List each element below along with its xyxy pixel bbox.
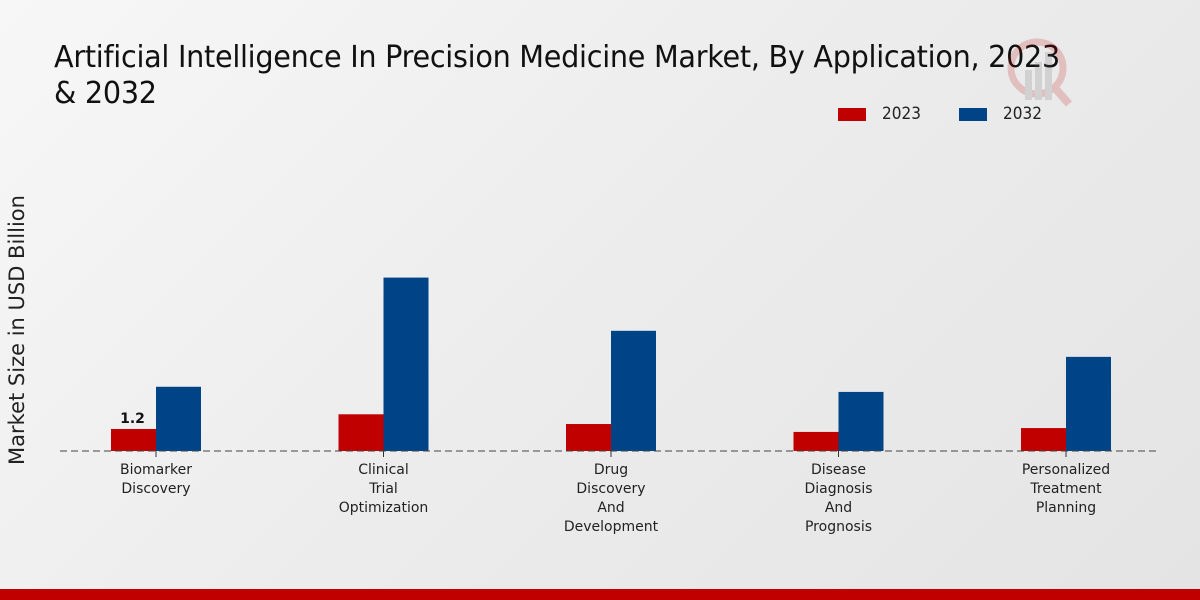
legend-swatch-2023 [838, 107, 866, 121]
legend-swatch-2032 [959, 107, 988, 121]
chart-title-line-1: Artificial Intelligence In Precision Med… [54, 40, 1060, 75]
legend-label-2032: 2032 [1003, 104, 1043, 124]
x-tick-label-0: Biomarker Discovery [120, 462, 192, 497]
bar-2032-4 [1066, 356, 1111, 451]
x-tick-label-3: Disease Diagnosis And Prognosis [804, 462, 872, 535]
bar-2032-3 [838, 391, 884, 451]
x-tick-label-1: Clinical Trial Optimization [339, 462, 429, 516]
x-tick-label-line: Personalized [1022, 462, 1110, 478]
x-tick-label-line: Optimization [339, 500, 429, 516]
legend-item-2023: 2023 [838, 104, 925, 124]
x-tick-label-line: Drug [594, 462, 628, 478]
bar-2023-1 [338, 414, 384, 451]
chart-title-line-2: & 2032 [54, 76, 157, 111]
data-label-0: 1.2 [120, 411, 145, 427]
x-tick-label-line: Diagnosis [804, 481, 872, 497]
legend-label-2023: 2023 [882, 104, 921, 124]
bar-2032-1 [383, 277, 429, 451]
x-tick-label-line: Trial [368, 481, 398, 497]
x-tick-label-line: And [825, 500, 852, 516]
x-tick-label-line: Clinical [358, 462, 408, 478]
x-tick-label-line: Development [564, 519, 659, 535]
bar-2032-2 [611, 330, 656, 451]
x-tick-label-line: Planning [1036, 500, 1096, 516]
bar-2023-2 [566, 424, 611, 451]
legend-item-2032: 2032 [959, 104, 1046, 124]
chart-title: Artificial Intelligence In Precision Med… [54, 40, 1088, 112]
bar-2032-0 [156, 386, 201, 451]
x-tick-label-2: Drug Discovery And Development [564, 462, 659, 535]
legend: 2023 2032 [838, 104, 1081, 124]
x-tick-label-line: Treatment [1029, 481, 1102, 497]
x-tick-label-line: Discovery [121, 481, 190, 497]
x-tick-label-line: And [597, 500, 624, 516]
x-tick-label-line: Discovery [576, 481, 645, 497]
x-tick-label-4: Personalized Treatment Planning [1022, 462, 1110, 516]
x-tick-label-line: Prognosis [805, 519, 872, 535]
bar-2023-0 [111, 428, 156, 451]
bar-2023-3 [793, 431, 839, 451]
bar-2023-4 [1021, 428, 1066, 451]
watermark-logo-icon [1005, 30, 1075, 114]
x-tick-label-line: Disease [811, 462, 866, 478]
x-tick-label-line: Biomarker [120, 462, 192, 478]
footer-bar [0, 589, 1200, 600]
